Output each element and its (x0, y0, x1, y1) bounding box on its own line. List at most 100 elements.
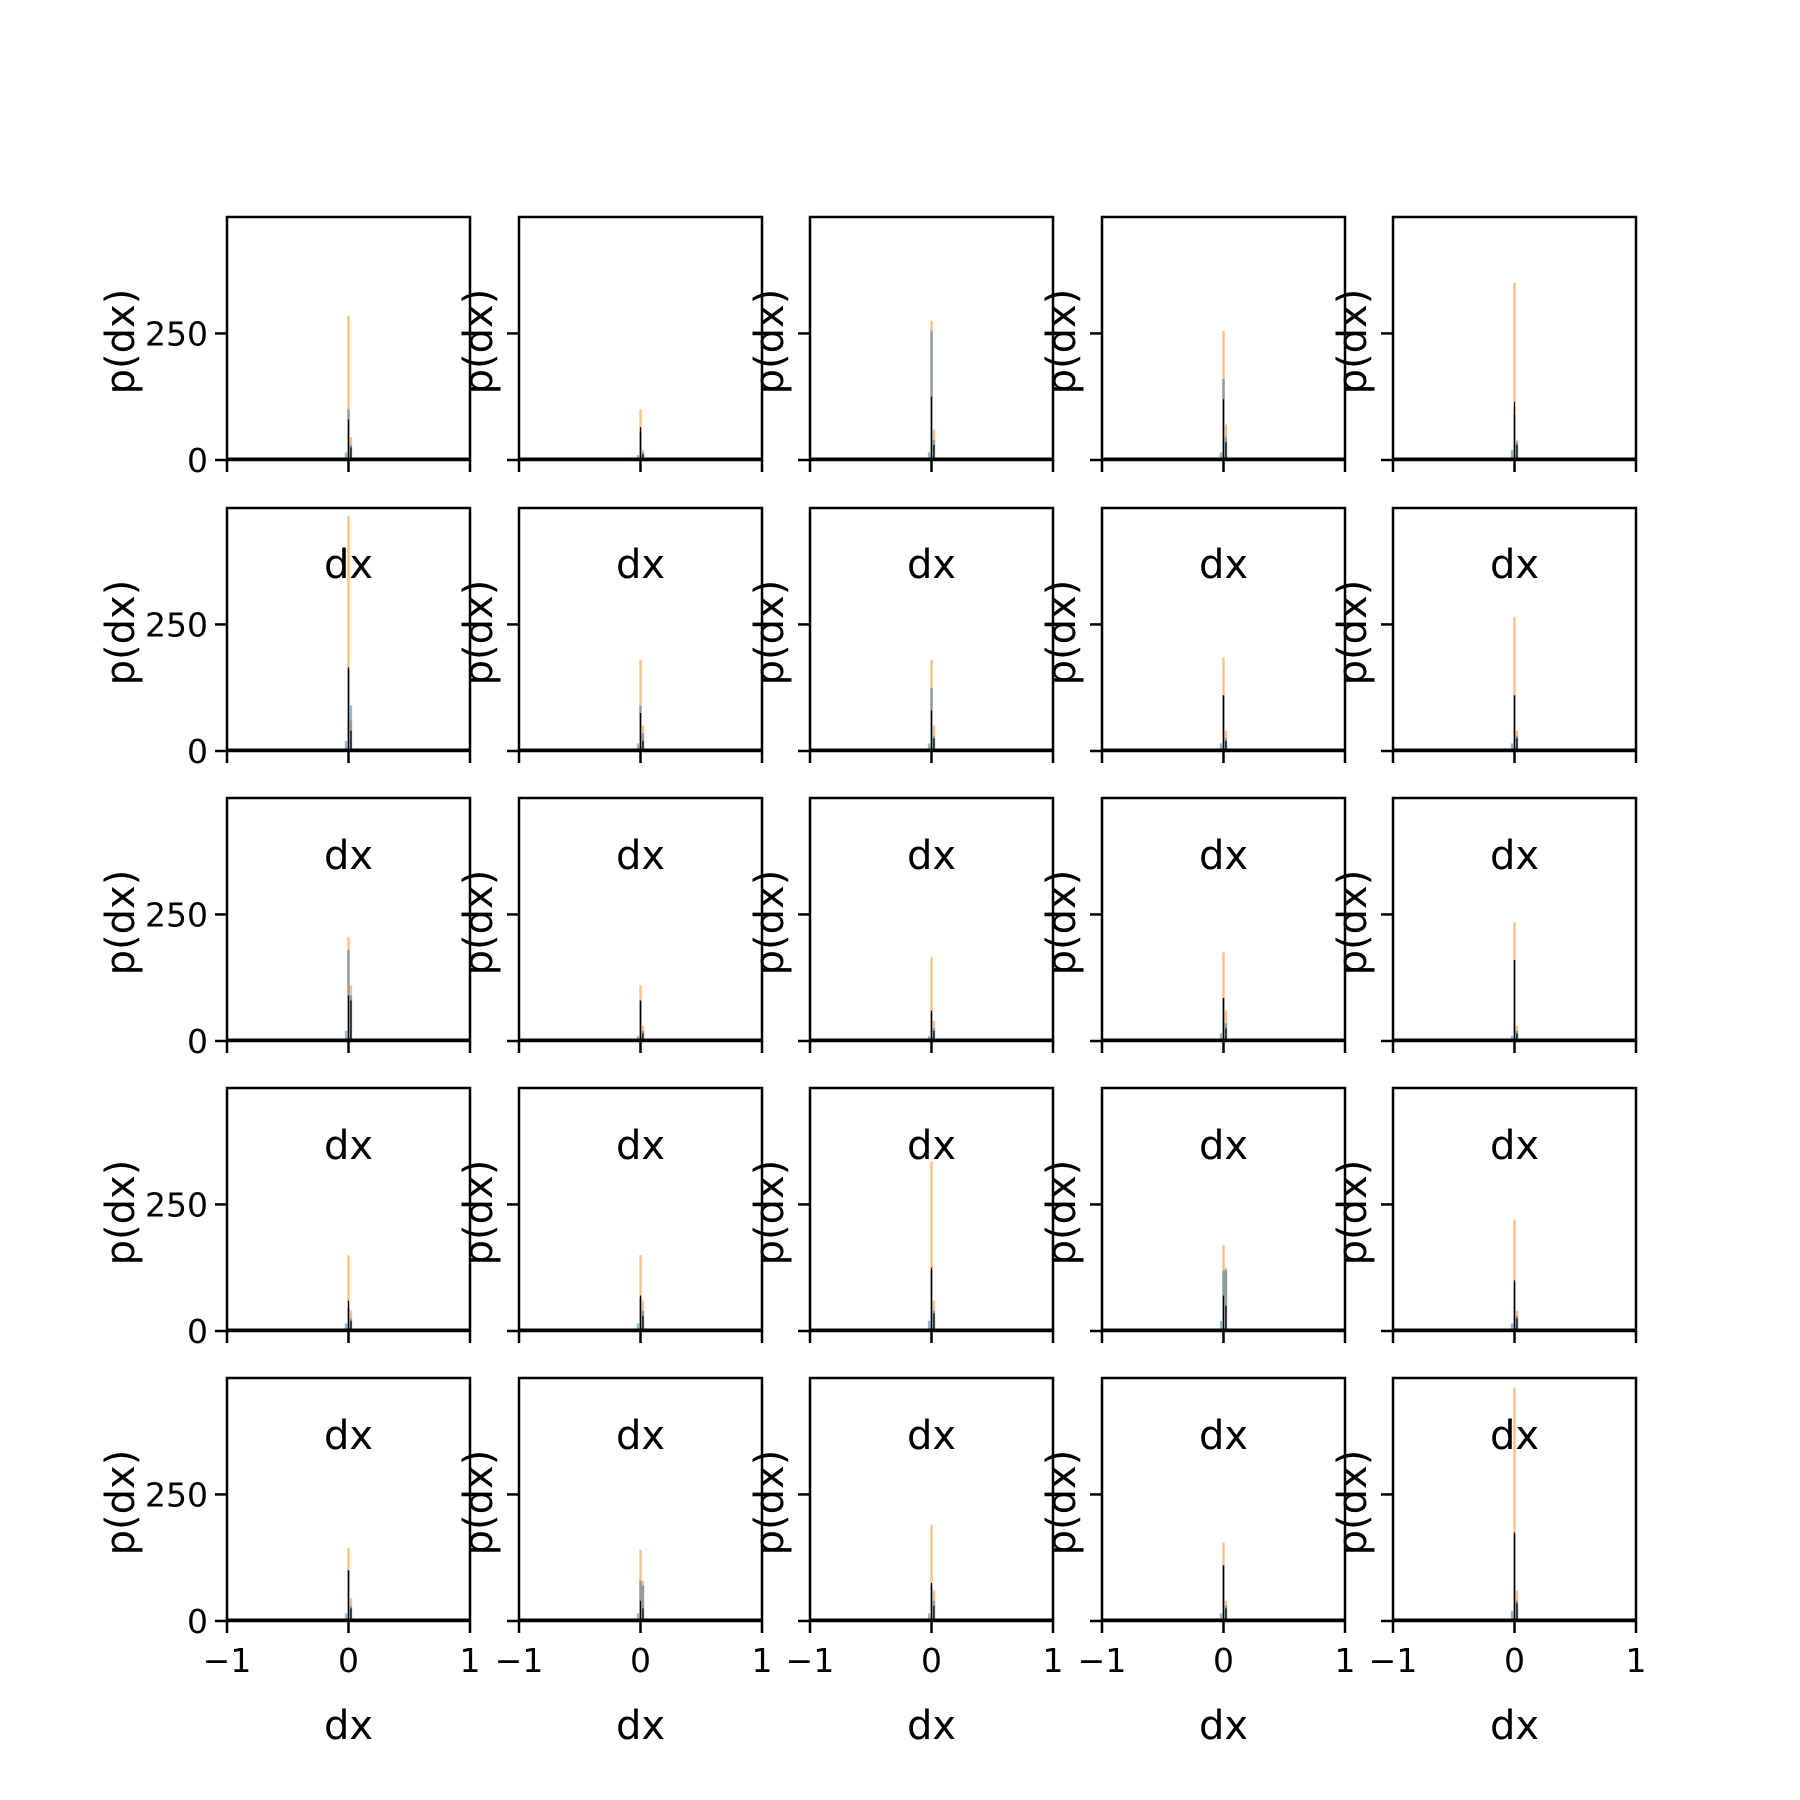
x-axis-label: dx (1199, 542, 1248, 588)
blue-bar (1219, 1613, 1223, 1621)
black-bar (350, 1608, 352, 1621)
subplot-r5-c2: −1 0 1 dx p(dx) (456, 1376, 773, 1749)
blue-bar (344, 1323, 348, 1331)
x-axis-label: dx (616, 1123, 665, 1169)
black-bar (1222, 997, 1225, 1041)
orange-bar (1513, 1388, 1516, 1621)
x-tick-label: 0 (630, 1641, 651, 1680)
x-axis-label: dx (907, 833, 956, 879)
x-tick-label: 1 (1626, 1641, 1647, 1680)
subplot-r1-c2: dx p(dx) (456, 215, 764, 588)
black-bar (1225, 740, 1227, 751)
subplot-r1-c5: dx p(dx) (1330, 215, 1638, 588)
y-tick-label: 0 (187, 732, 208, 771)
y-tick-label: 250 (145, 605, 208, 644)
black-bar (930, 1583, 933, 1621)
x-axis-label: dx (324, 1413, 373, 1459)
orange-bar (1513, 1219, 1516, 1331)
blue-bar (344, 1030, 348, 1041)
x-tick-label: 0 (921, 1641, 942, 1680)
y-axis-label: p(dx) (1330, 289, 1376, 395)
blue-bar (930, 330, 933, 460)
black-bar (642, 1033, 644, 1041)
x-axis-label: dx (1490, 1703, 1539, 1749)
black-bar (1516, 444, 1518, 460)
y-axis-label: p(dx) (456, 870, 502, 976)
black-bar (639, 1000, 642, 1041)
x-axis-label: dx (1490, 542, 1539, 588)
black-bar (642, 1315, 644, 1331)
orange-bar (347, 1255, 350, 1331)
subplot-r5-c4: −1 0 1 dx p(dx) (1039, 1376, 1356, 1749)
y-tick-label: 250 (145, 314, 208, 353)
black-bar (642, 1608, 644, 1621)
black-bar (1222, 695, 1225, 751)
black-bar (350, 1320, 352, 1331)
blue-bar (1219, 452, 1223, 460)
y-axis-label: p(dx) (1330, 580, 1376, 686)
subplot-r4-c3: dx p(dx) (747, 1086, 1055, 1459)
x-tick-label: 1 (1043, 1641, 1064, 1680)
blue-bar (344, 1613, 348, 1621)
black-bar (1513, 1532, 1516, 1621)
y-axis-label: p(dx) (1039, 1160, 1085, 1266)
blue-bar (344, 740, 348, 751)
x-axis-label: dx (907, 1413, 956, 1459)
orange-bar (639, 1255, 642, 1331)
blue-bar (1219, 743, 1223, 751)
black-bar (1222, 1295, 1225, 1331)
y-axis-label: p(dx) (1039, 580, 1085, 686)
x-tick-label: −1 (1369, 1641, 1418, 1680)
black-bar (347, 667, 350, 751)
blue-bar (1510, 743, 1514, 751)
black-bar (1516, 1318, 1518, 1331)
orange-bar (930, 957, 933, 1041)
x-tick-label: −1 (203, 1641, 252, 1680)
blue-bar (636, 1323, 640, 1331)
black-bar (1513, 960, 1516, 1041)
black-bar (642, 453, 644, 460)
x-tick-label: 0 (338, 1641, 359, 1680)
subplot-r3-c4: dx p(dx) (1039, 796, 1347, 1169)
black-bar (1516, 1033, 1518, 1041)
y-tick-label: 250 (145, 1185, 208, 1224)
black-bar (930, 710, 933, 751)
orange-bar (347, 315, 350, 460)
blue-bar (636, 743, 640, 751)
y-axis-label: p(dx) (98, 870, 144, 976)
subplot-r2-c5: dx p(dx) (1330, 506, 1638, 879)
black-bar (933, 1030, 935, 1041)
blue-bar (641, 1585, 645, 1621)
black-bar (1513, 401, 1516, 460)
subplot-r1-c3: dx p(dx) (747, 215, 1055, 588)
y-axis-label: p(dx) (747, 870, 793, 976)
subplot-r3-c3: dx p(dx) (747, 796, 1055, 1169)
y-axis-label: p(dx) (1330, 1160, 1376, 1266)
x-axis-label: dx (907, 1123, 956, 1169)
black-bar (347, 995, 350, 1041)
orange-bar (930, 1161, 933, 1331)
x-axis-label: dx (1199, 1703, 1248, 1749)
subplot-r2-c2: dx p(dx) (456, 506, 764, 879)
blue-bar (636, 1613, 640, 1621)
x-axis-label: dx (1490, 833, 1539, 879)
x-axis-label: dx (324, 1703, 373, 1749)
blue-bar (1510, 1323, 1514, 1331)
y-axis-label: p(dx) (1330, 870, 1376, 976)
orange-bar (1513, 616, 1516, 751)
black-bar (1222, 399, 1225, 460)
y-tick-label: 250 (145, 1475, 208, 1514)
panels-group: dx0250p(dx)dxp(dx)dxp(dx)dxp(dx)dxp(dx)d… (98, 215, 1647, 1749)
orange-bar (1513, 282, 1516, 460)
y-tick-label: 0 (187, 1602, 208, 1641)
black-bar (639, 427, 642, 460)
black-bar (347, 419, 350, 460)
blue-bar (927, 743, 931, 751)
x-tick-label: 0 (1213, 1641, 1234, 1680)
blue-bar (344, 452, 348, 460)
y-axis-label: p(dx) (747, 289, 793, 395)
black-bar (1513, 1280, 1516, 1331)
y-axis-label: p(dx) (456, 580, 502, 686)
